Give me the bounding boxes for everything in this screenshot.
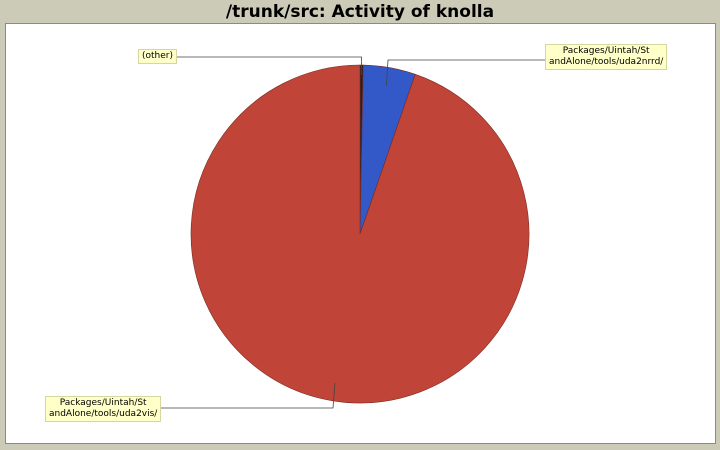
leader-uda2vis	[140, 382, 336, 409]
leader-uda2nrrd	[386, 59, 545, 86]
label-uda2nrrd: Packages/Uintah/St andAlone/tools/uda2nr…	[545, 44, 668, 70]
label-uda2vis: Packages/Uintah/St andAlone/tools/uda2vi…	[45, 396, 162, 422]
chart-title: /trunk/src: Activity of knolla	[225, 2, 495, 22]
pie-slice-2	[190, 64, 530, 404]
leader-other	[174, 56, 362, 76]
label-other: (other)	[138, 49, 177, 64]
